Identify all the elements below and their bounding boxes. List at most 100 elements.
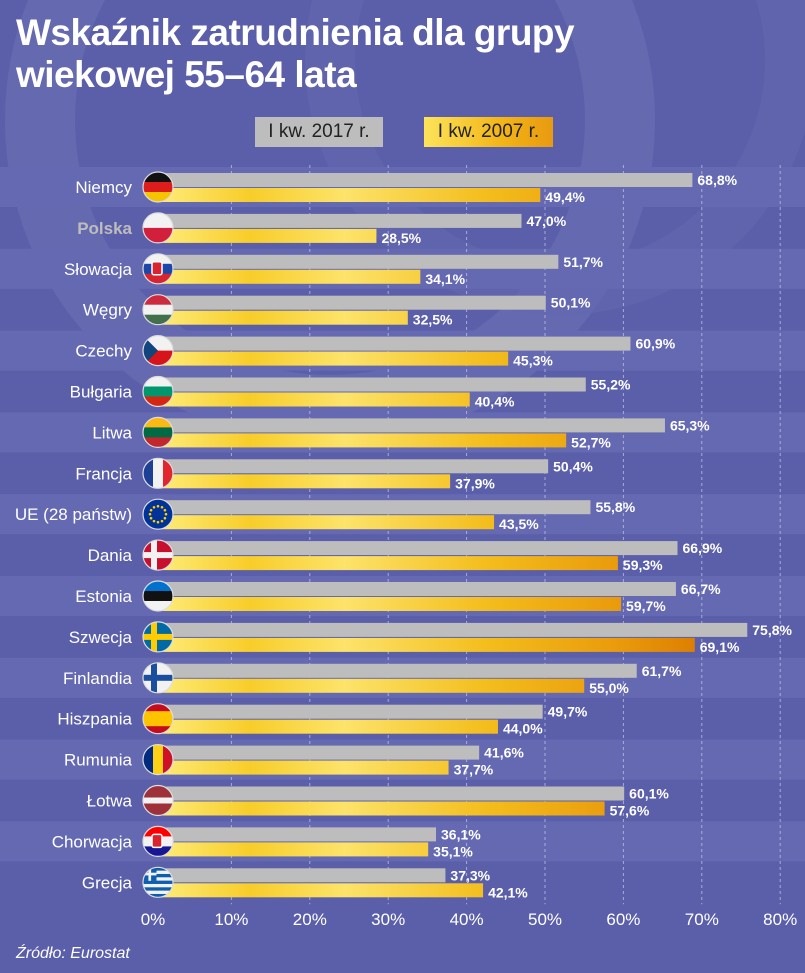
bar-2007: [158, 310, 408, 325]
bar-2007: [158, 678, 585, 693]
category-label: Grecja: [82, 873, 133, 892]
bar-2017: [158, 582, 676, 596]
flag-stripe: [143, 797, 173, 804]
flag-cross: [151, 540, 157, 571]
flag-slovakia-icon: [143, 253, 173, 284]
category-label: UE (28 państw): [15, 505, 132, 524]
x-tick-label: 50%: [528, 910, 562, 929]
value-label-2007: 32,5%: [413, 312, 453, 328]
flag-stripe: [143, 711, 173, 727]
flag-border: [142, 662, 174, 694]
flag-stripe: [143, 887, 173, 891]
flag-star: [163, 508, 167, 512]
flag-spain-icon: [143, 703, 173, 734]
category-label: Łotwa: [87, 792, 133, 811]
x-tick-label: 40%: [450, 910, 484, 929]
flag-border: [142, 457, 174, 489]
x-tick-label: 60%: [606, 910, 640, 929]
flag-stripe: [143, 744, 154, 775]
value-label-2007: 55,0%: [589, 680, 629, 696]
bar-2007: [158, 515, 495, 530]
flag-poland-icon: [143, 212, 173, 243]
value-label-2017: 60,1%: [629, 786, 669, 802]
flag-cross: [151, 621, 157, 652]
flag-star: [152, 519, 156, 523]
value-label-2007: 43,5%: [499, 516, 539, 532]
flag-star: [160, 519, 164, 523]
flag-stripe: [143, 182, 173, 193]
bar-2007: [158, 801, 605, 816]
value-label-2007: 42,1%: [488, 884, 528, 900]
bar-2017: [158, 377, 586, 392]
flag-stripe: [143, 826, 173, 837]
bar-2007: [158, 637, 695, 652]
flag-stripe: [143, 396, 173, 407]
flag-border: [142, 375, 174, 408]
flag-stripe: [143, 880, 173, 885]
flag-stripe: [143, 227, 173, 243]
legend-2017: I kw. 2017 r.: [255, 117, 383, 147]
flag-star: [148, 512, 152, 516]
value-label-2017: 55,2%: [591, 377, 631, 393]
value-label-2007: 49,4%: [545, 189, 585, 205]
x-tick-label: 70%: [685, 910, 719, 929]
flag-stripe: [163, 744, 173, 775]
flag-germany-icon: [143, 172, 173, 202]
bar-2007: [158, 842, 429, 857]
category-label: Dania: [88, 546, 133, 565]
x-tick-label: 80%: [763, 910, 797, 929]
value-label-2017: 60,9%: [635, 336, 675, 352]
background-decoration: [5, 0, 805, 445]
flag-border: [142, 253, 174, 285]
value-label-2007: 59,3%: [623, 557, 663, 573]
bar-2017: [158, 459, 549, 474]
flag-stripe: [143, 867, 173, 871]
category-label: Rumunia: [64, 751, 133, 770]
category-label: Chorwacja: [52, 832, 133, 851]
flag-triangle: [143, 335, 158, 366]
flag-border: [142, 171, 174, 203]
flag-star: [160, 505, 164, 509]
bar-2007: [158, 556, 618, 571]
value-label-2017: 36,1%: [441, 826, 481, 842]
flag-stripe: [143, 846, 173, 857]
bar-2017: [158, 745, 480, 760]
value-label-2007: 57,6%: [610, 803, 650, 819]
flag-border: [142, 335, 174, 367]
flag-cross: [143, 552, 173, 559]
flag-stripe: [143, 883, 173, 888]
flag-romania-icon: [143, 744, 173, 775]
flag-stripe: [143, 873, 173, 878]
value-label-2017: 47,0%: [526, 213, 566, 229]
x-tick-label: 0%: [141, 910, 166, 929]
category-label: Hiszpania: [57, 710, 132, 729]
source-note: Źródło: Eurostat: [16, 945, 130, 962]
bar-2007: [158, 188, 541, 202]
x-tick-label: 20%: [293, 910, 327, 929]
flag-stripe: [143, 212, 173, 229]
flag-finland-icon: [143, 662, 173, 693]
bar-2017: [158, 213, 522, 228]
flag-estonia-icon: [143, 581, 173, 611]
flag-stripe: [143, 893, 173, 898]
flag-stripe: [153, 744, 164, 775]
value-label-2017: 55,8%: [595, 499, 635, 515]
flag-border: [142, 580, 174, 612]
flag-stripe: [143, 386, 173, 397]
flag-border: [142, 825, 174, 858]
flag-stripe: [153, 458, 164, 489]
bar-2017: [158, 827, 437, 842]
bar-2017: [158, 663, 637, 678]
bar-2007: [158, 719, 498, 734]
value-label-2017: 66,9%: [682, 540, 722, 556]
x-tick-label: 30%: [371, 910, 405, 929]
value-label-2007: 44,0%: [503, 721, 543, 737]
flag-greece-icon: [143, 867, 173, 898]
flag-eu-icon: [143, 499, 173, 530]
flag-stripe: [143, 294, 173, 306]
value-label-2007: 35,1%: [433, 843, 473, 859]
bar-2007: [158, 433, 567, 448]
bar-2007: [158, 760, 449, 775]
flag-border: [142, 416, 174, 448]
bar-2017: [158, 541, 678, 556]
